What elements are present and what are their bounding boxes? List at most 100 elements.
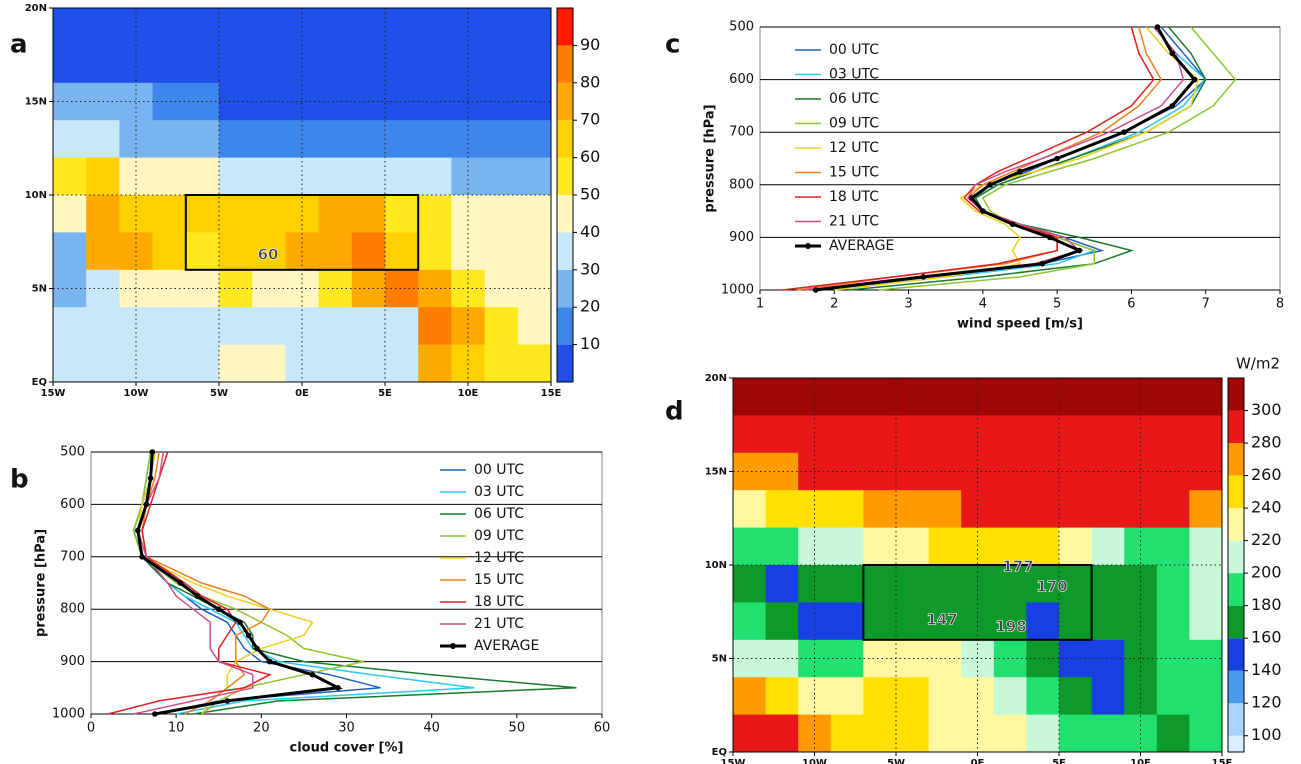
map-cell [1124,415,1158,454]
profile-line [141,451,271,715]
map-cell [1156,527,1190,566]
legend-marker [805,243,811,249]
map-cell [733,602,767,641]
map-cell [733,490,767,529]
y-tick-label: 1000 [52,707,85,722]
map-cell [86,120,120,159]
map-cell [351,195,386,233]
map-cell [451,157,486,196]
x-axis-label: cloud cover [%] [290,741,404,756]
map-cell [733,415,767,454]
map-cell [318,45,353,84]
map-cell [219,45,253,84]
map-cell [185,45,220,84]
map-cell [1156,565,1190,603]
region-box [862,564,1093,641]
map-cell [961,639,995,678]
map-cell [385,157,419,196]
colorbar-unit: W/m2 [1236,355,1280,373]
map-cell [318,195,353,233]
map-cell [53,307,87,346]
legend-label: AVERAGE [474,638,539,654]
colorbar-segment [557,307,573,345]
map-cell [863,527,897,566]
x-tick-label: 5E [1052,758,1066,764]
map-cell [1026,490,1060,529]
map-cell [830,415,864,454]
map-cell [152,269,187,308]
map-cell [1091,639,1125,678]
map-cell [185,307,220,346]
map-cell [152,157,187,196]
profile-line [132,451,364,715]
y-tick-label: 600 [729,72,754,87]
colorbar-segment [557,195,573,233]
map-annotation: 147 [926,611,957,629]
map-cell [1026,378,1060,416]
legend-label: 09 UTC [474,528,524,544]
map-cell [928,602,962,641]
map-cell [185,195,220,233]
data-point [254,645,260,652]
data-point [980,208,986,214]
map-cell [1091,378,1125,416]
map-cell [119,45,154,84]
colorbar-frame [1227,377,1245,753]
map-cell [896,639,930,678]
map-cell [517,195,552,233]
map-cell [798,415,832,454]
map-cell [185,232,220,271]
map-cell [86,232,120,271]
map-frame [52,7,552,383]
colorbar-label: 20 [580,297,600,316]
map-cell [1124,527,1158,566]
x-tick-label: 0 [87,721,95,736]
map-cell [351,157,386,196]
x-tick-label: 5E [378,388,392,399]
panel-letter: c [665,30,680,60]
map-cell [1156,602,1190,641]
map-cell [385,45,419,84]
map-cell [1156,677,1190,716]
map-cell [451,45,486,84]
map-cell [863,378,897,416]
map-cell [318,8,353,46]
map-cell [1091,415,1125,454]
map-cell [830,490,864,529]
y-tick-label: 5N [32,284,47,295]
legend-label: 15 UTC [829,165,879,181]
x-tick-label: 2 [830,297,838,312]
map-cell [385,8,419,46]
profile-line [815,26,1197,292]
panel-letter: a [10,30,28,60]
map-cell [152,45,187,84]
map-cell [1026,565,1060,603]
map-cell [1124,677,1158,716]
map-cell [484,157,519,196]
colorbar-label: 260 [1251,465,1282,484]
map-cell [1091,677,1125,716]
map-cell [86,307,120,346]
legend-label: 09 UTC [829,116,879,132]
colorbar-segment [1228,508,1244,541]
map-cell [961,677,995,716]
y-axis-label: pressure [hPa] [703,104,718,212]
y-tick-label: 1000 [721,283,754,298]
legend-label: 00 UTC [474,462,524,478]
map-cell [830,677,864,716]
data-point [1169,50,1176,57]
colorbar-label: 30 [580,259,600,278]
map-cell [318,157,353,196]
data-point [1076,247,1083,254]
map-cell [765,677,799,716]
map-cell [896,378,930,416]
y-tick-label: 800 [729,177,754,192]
data-point [237,619,243,626]
data-point [1039,260,1046,267]
map-cell [152,344,187,383]
map-cell [1189,378,1223,416]
data-point [987,182,994,188]
map-cell [993,677,1027,716]
map-cell [928,527,962,566]
data-point [135,527,141,534]
